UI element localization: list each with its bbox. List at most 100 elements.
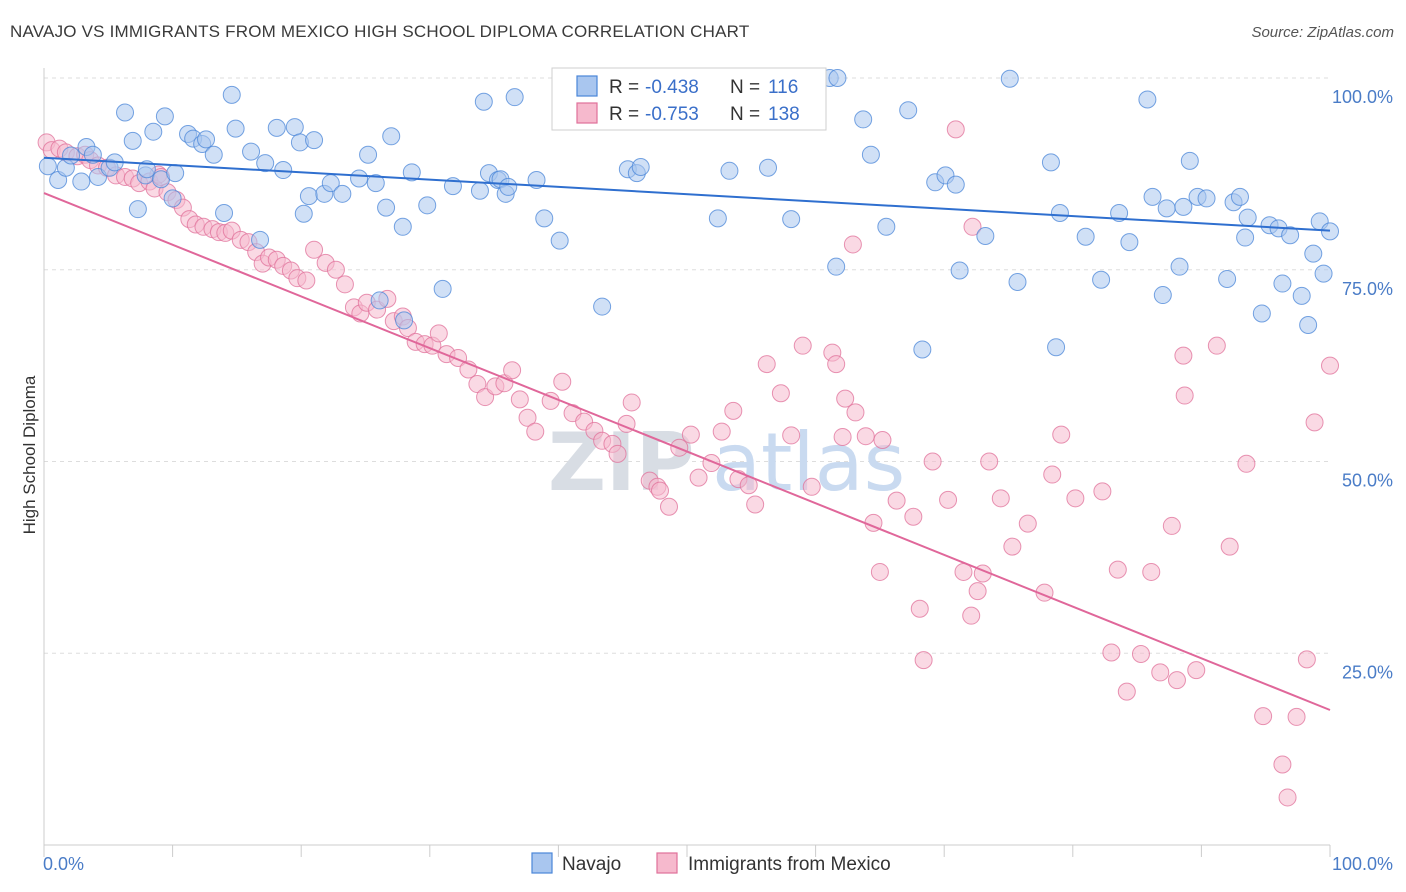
mexico-point bbox=[771, 384, 790, 403]
navajo-point bbox=[1076, 227, 1095, 246]
mexico-point bbox=[553, 372, 572, 391]
legend-box bbox=[551, 67, 827, 131]
legend-r-label-mexico: R = bbox=[609, 104, 639, 125]
mexico-point bbox=[1052, 425, 1071, 444]
bottom-legend-swatch-mexico bbox=[656, 852, 678, 874]
navajo-point bbox=[631, 157, 650, 176]
mexico-point bbox=[1066, 489, 1085, 508]
source-label: Source: ZipAtlas.com bbox=[1251, 24, 1394, 41]
mexico-point bbox=[1151, 663, 1170, 682]
navajo-point bbox=[1143, 187, 1162, 206]
y-tick-label: 50.0% bbox=[1342, 471, 1393, 491]
trend-line-navajo bbox=[43, 156, 1331, 232]
y-tick-label: 25.0% bbox=[1342, 662, 1393, 682]
navajo-point bbox=[1314, 264, 1333, 283]
mexico-point bbox=[1018, 514, 1037, 533]
navajo-point bbox=[550, 231, 569, 250]
x-tick-labels: 0.0% 100.0% bbox=[43, 854, 1393, 874]
navajo-point bbox=[913, 340, 932, 359]
navajo-point bbox=[83, 145, 102, 164]
mexico-point bbox=[746, 495, 765, 514]
navajo-point bbox=[1153, 286, 1172, 305]
mexico-point bbox=[1003, 537, 1022, 556]
mexico-point bbox=[1043, 465, 1062, 484]
navajo-point bbox=[116, 103, 135, 122]
trend-line-mexico bbox=[43, 192, 1331, 711]
mexico-point bbox=[846, 403, 865, 422]
mexico-point bbox=[1174, 346, 1193, 365]
mexico-point bbox=[1187, 661, 1206, 680]
mexico-point bbox=[297, 271, 316, 290]
mexico-point bbox=[724, 401, 743, 420]
navajo-point bbox=[350, 169, 369, 188]
navajo-point bbox=[1273, 274, 1292, 293]
y-axis-label: High School Diploma bbox=[20, 375, 39, 534]
navajo-point bbox=[251, 230, 270, 249]
navajo-point bbox=[1321, 222, 1339, 241]
navajo-point bbox=[393, 217, 412, 236]
navajo-point bbox=[1008, 273, 1027, 292]
mexico-point bbox=[608, 444, 627, 463]
mexico-point bbox=[1131, 645, 1150, 664]
mexico-point bbox=[1254, 707, 1273, 726]
y-tick-label: 100.0% bbox=[1332, 87, 1393, 107]
mexico-point bbox=[939, 490, 958, 509]
navajo-point bbox=[1230, 187, 1249, 206]
x-tick-label-max: 100.0% bbox=[1332, 854, 1393, 874]
mexico-point bbox=[518, 408, 537, 427]
navajo-point bbox=[1041, 153, 1060, 172]
mexico-point bbox=[757, 355, 776, 374]
navajo-point bbox=[377, 198, 396, 217]
series-immigrants-from-mexico bbox=[37, 120, 1339, 807]
legend-r-label-navajo: R = bbox=[609, 77, 639, 98]
mexico-point bbox=[836, 389, 855, 408]
legend-r-value-mexico: -0.753 bbox=[645, 104, 699, 125]
navajo-point bbox=[144, 122, 163, 141]
mexico-point bbox=[326, 260, 345, 279]
navajo-point bbox=[946, 175, 965, 194]
navajo-point bbox=[950, 261, 969, 280]
watermark-zip: ZIP bbox=[548, 416, 694, 509]
bottom-legend-swatch-navajo bbox=[531, 852, 553, 874]
mexico-point bbox=[782, 426, 801, 445]
mexico-point bbox=[1162, 516, 1181, 535]
navajo-point bbox=[359, 145, 378, 164]
mexico-point bbox=[335, 275, 354, 294]
navajo-point bbox=[242, 142, 261, 161]
navajo-point bbox=[1174, 197, 1193, 216]
mexico-point bbox=[659, 497, 678, 516]
mexico-point bbox=[712, 422, 731, 441]
navajo-point bbox=[163, 189, 182, 208]
legend-n-label-mexico: N = bbox=[730, 104, 760, 125]
mexico-point bbox=[1321, 356, 1339, 375]
navajo-point bbox=[197, 130, 216, 149]
navajo-point bbox=[593, 297, 612, 316]
navajo-point bbox=[256, 154, 275, 173]
navajo-point bbox=[1110, 203, 1129, 222]
mexico-point bbox=[622, 393, 641, 412]
navajo-point bbox=[305, 131, 324, 150]
navajo-point bbox=[1281, 226, 1300, 245]
mexico-point bbox=[962, 606, 981, 625]
navajo-point bbox=[474, 92, 493, 111]
navajo-point bbox=[1138, 90, 1157, 109]
navajo-point bbox=[877, 217, 896, 236]
mexico-point bbox=[1305, 413, 1324, 432]
navajo-point bbox=[123, 131, 142, 150]
mexico-point bbox=[689, 468, 708, 487]
y-tick-label: 75.0% bbox=[1342, 279, 1393, 299]
navajo-point bbox=[1157, 199, 1176, 218]
navajo-point bbox=[1299, 315, 1318, 334]
mexico-point bbox=[503, 361, 522, 380]
bottom-legend-label-mexico: Immigrants from Mexico bbox=[688, 854, 891, 875]
navajo-point bbox=[366, 174, 385, 193]
navajo-point bbox=[294, 204, 313, 223]
mexico-point bbox=[914, 651, 933, 670]
mexico-point bbox=[991, 489, 1010, 508]
mexico-point bbox=[1207, 336, 1226, 355]
navajo-point bbox=[222, 85, 241, 104]
navajo-point bbox=[899, 101, 918, 120]
navajo-point bbox=[1170, 257, 1189, 276]
mexico-point bbox=[650, 481, 669, 500]
